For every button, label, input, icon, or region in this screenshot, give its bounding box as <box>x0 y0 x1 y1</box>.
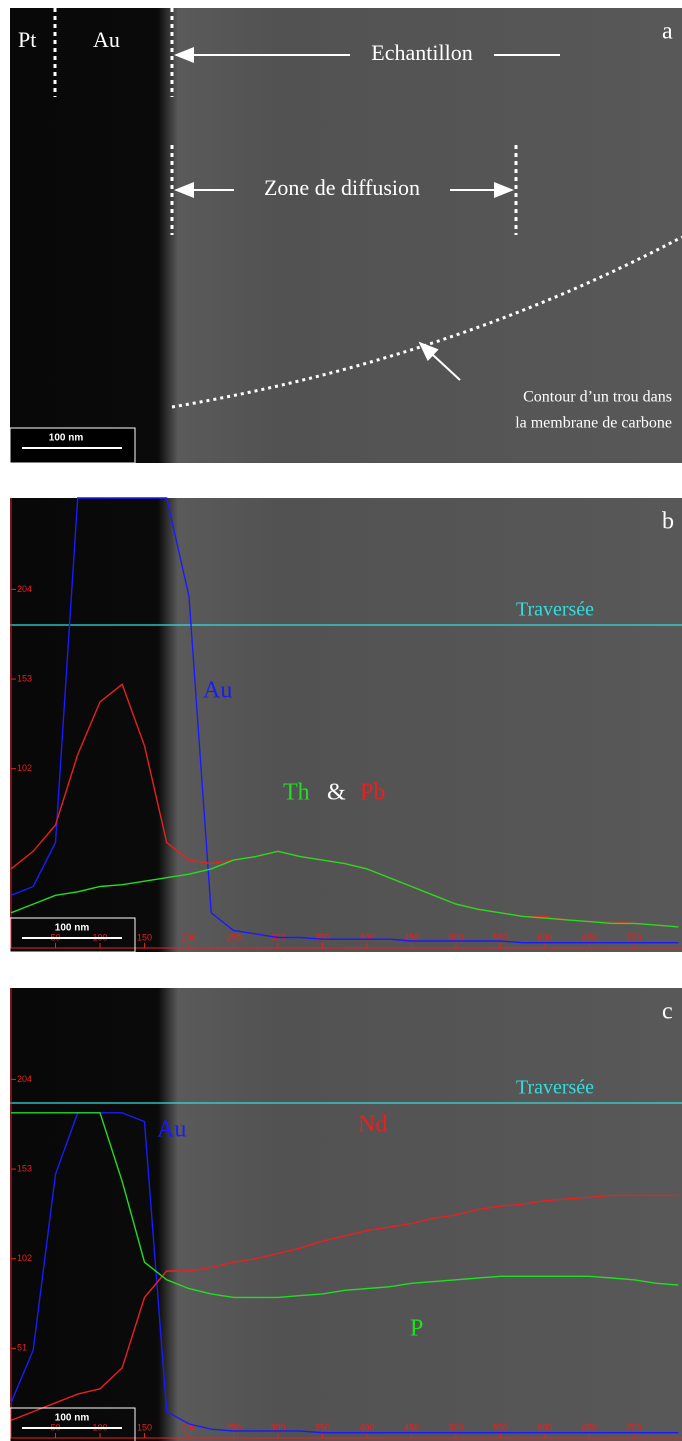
y-tick-label: 102 <box>17 763 32 773</box>
arrow <box>418 341 461 381</box>
label: Pt <box>18 27 36 52</box>
x-tick-label: 700 <box>626 1422 641 1432</box>
panel-label: b <box>662 509 674 535</box>
label: Zone de diffusion <box>264 175 420 200</box>
x-tick-label: 550 <box>493 932 508 942</box>
x-tick-label: 200 <box>181 932 196 942</box>
annotation: P <box>410 1316 423 1342</box>
label: Au <box>93 27 120 52</box>
x-tick-label: 150 <box>137 932 152 942</box>
y-tick-label: 204 <box>17 584 32 594</box>
annotation: Nd <box>358 1112 387 1138</box>
x-tick-label: 700 <box>626 932 641 942</box>
micrograph <box>10 988 682 1441</box>
label: Contour d’un trou dans <box>523 389 672 406</box>
panel-0: Traversée1021532045010015020025030035040… <box>9 497 682 953</box>
panel-label: a <box>662 19 673 45</box>
micrograph <box>10 8 682 463</box>
scale-bar-label: 100 nm <box>55 1413 90 1424</box>
panel-label: c <box>662 999 673 1025</box>
panel-1: Traversée5110215320450100150200250300350… <box>9 988 682 1441</box>
y-tick-label: 153 <box>17 1163 32 1173</box>
data-line <box>11 1112 679 1299</box>
traverse-label: Traversée <box>516 599 594 621</box>
x-tick-label: 250 <box>226 932 241 942</box>
x-tick-label: 150 <box>137 1422 152 1432</box>
micrograph <box>10 498 682 952</box>
hole-contour <box>171 235 682 409</box>
x-tick-label: 350 <box>315 932 330 942</box>
annotation: Pb <box>360 780 385 806</box>
x-tick-label: 300 <box>270 1422 285 1432</box>
scale-bar-box <box>9 917 136 953</box>
x-tick-label: 500 <box>448 1422 463 1432</box>
data-line <box>10 497 679 944</box>
annotation: Au <box>157 1117 186 1143</box>
x-tick-label: 650 <box>582 932 597 942</box>
data-line <box>10 1112 679 1434</box>
panel-a: Pt Au Echantillon Zone de diffusion Cont… <box>9 8 682 464</box>
data-line <box>10 850 679 928</box>
label: Echantillon <box>371 40 472 65</box>
y-tick-label: 153 <box>17 673 32 683</box>
x-tick-label: 650 <box>582 1422 597 1432</box>
x-tick-label: 450 <box>404 932 419 942</box>
traverse-label: Traversée <box>516 1077 594 1099</box>
scale-bar-label: 100 nm <box>49 433 84 444</box>
annotation: Th <box>283 780 310 806</box>
label: la membrane de carbone <box>515 415 672 432</box>
scale-bar-box <box>9 1407 136 1441</box>
x-tick-label: 450 <box>404 1422 419 1432</box>
scale-bar-label: 100 nm <box>55 923 90 934</box>
y-tick-label: 204 <box>17 1074 32 1084</box>
x-tick-label: 600 <box>537 1422 552 1432</box>
annotation: & <box>327 780 346 806</box>
data-line <box>10 1194 679 1422</box>
x-tick-label: 550 <box>493 1422 508 1432</box>
y-tick-label: 51 <box>17 1343 27 1353</box>
x-tick-label: 600 <box>537 932 552 942</box>
scale-bar-box <box>9 427 136 464</box>
y-tick-label: 102 <box>17 1253 32 1263</box>
x-tick-label: 250 <box>226 1422 241 1432</box>
x-tick-label: 500 <box>448 932 463 942</box>
x-tick-label: 400 <box>359 1422 374 1432</box>
annotation: Au <box>203 678 232 704</box>
x-tick-label: 350 <box>315 1422 330 1432</box>
x-tick-label: 400 <box>359 932 374 942</box>
x-tick-label: 200 <box>181 1422 196 1432</box>
